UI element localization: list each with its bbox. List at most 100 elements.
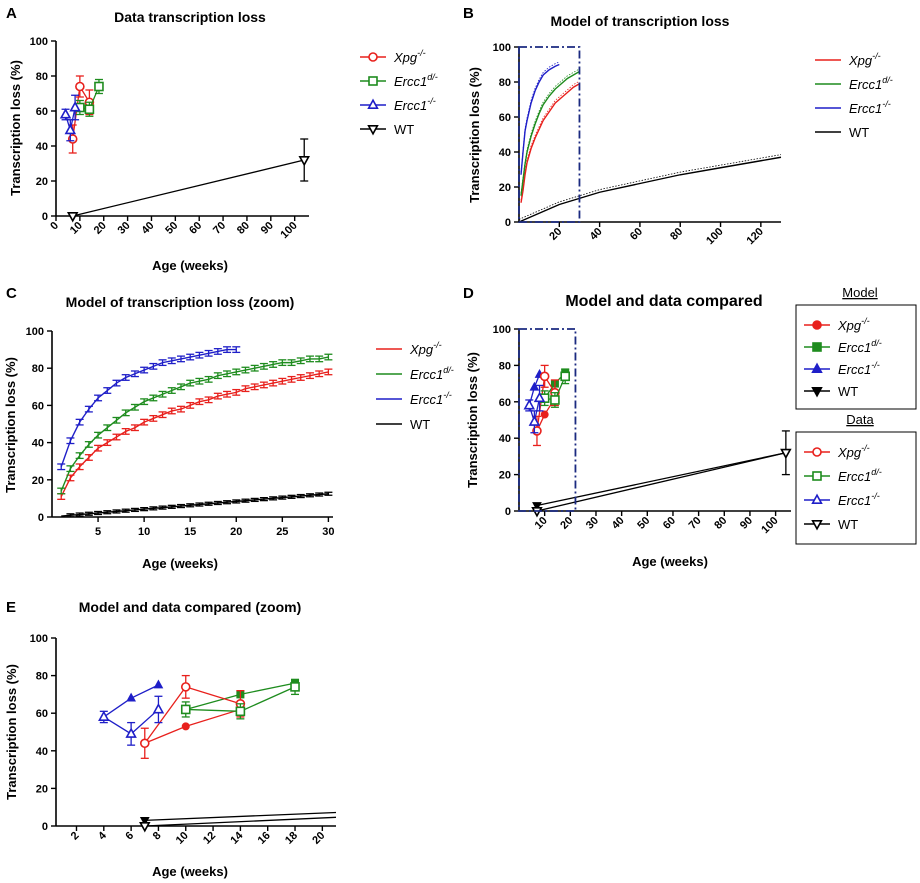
panel-a-x-tick-label: 40 (139, 220, 156, 237)
legend-data-title: Data (846, 412, 874, 427)
panel-c: C Model of transcription loss (zoom) Age… (3, 285, 454, 571)
panel-d-y-tick-label: 60 (499, 397, 511, 409)
panel-b-x-tick-label: 40 (588, 226, 605, 243)
legend-model-box (795, 304, 917, 410)
panel-c-y-tick-label: 60 (32, 400, 44, 412)
panel-label-c: C (6, 285, 17, 302)
panel-b-legend: Xpg-/- Ercc1d/- Ercc1-/- WT (815, 51, 893, 140)
panel-a-legend-marker-wt (367, 125, 379, 136)
panel-d-x-tick-label: 10 (533, 515, 550, 532)
series-line-wt (536, 452, 787, 512)
panel-c-xlabel: Age (weeks) (142, 556, 218, 571)
panel-c-legend-label-ercc1: Ercc1-/- (410, 390, 452, 407)
panel-e-x-tick-label: 4 (96, 829, 109, 842)
panel-c-y-tick-label: 40 (32, 438, 44, 450)
data-point-wt (298, 156, 310, 167)
data-point-ercc1d (550, 395, 560, 405)
data-point-ercc1 (98, 710, 110, 721)
panel-e-x-tick-label: 20 (310, 830, 327, 847)
panel-d-model-legend-marker-ercc1d (812, 342, 822, 352)
panel-d-x-tick-label: 60 (661, 515, 678, 532)
model-point-ercc1 (126, 692, 136, 702)
panel-a-x-tick-label: 50 (163, 220, 180, 237)
data-point-wt (139, 821, 151, 833)
panel-c-legend-label-xpg: Xpg-/- (409, 340, 442, 357)
panel-a-legend-marker-ercc1 (367, 98, 379, 109)
panel-d-x-tick-label: 80 (712, 515, 729, 532)
panel-e-y-tick-label: 0 (42, 821, 48, 833)
model-curve-wt (61, 493, 329, 517)
panel-d-data-legend-label-xpg: Xpg-/- (837, 443, 870, 460)
panel-d-model-legend-label-wt: WT (838, 384, 858, 399)
model-line-wt (144, 811, 336, 822)
panel-c-y-tick-label: 80 (32, 363, 44, 375)
data-point-ercc1 (533, 391, 546, 403)
panel-c-y-tick-label: 20 (32, 475, 44, 487)
panel-e-y-tick-label: 40 (36, 746, 48, 758)
panel-c-legend-label-wt: WT (410, 417, 430, 432)
panel-d-x-tick-label: 20 (558, 515, 575, 532)
data-point-ercc1d (180, 704, 191, 715)
panel-d-data-legend-marker-xpg (812, 447, 822, 457)
panel-c-plot: 0 20 40 60 80 100 5 10 15 20 25 30 (26, 326, 335, 538)
panel-c-y-tick-label: 100 (26, 326, 44, 338)
panel-e-title: Model and data compared (zoom) (79, 599, 301, 615)
panel-e-y-tick-label: 100 (30, 633, 48, 645)
panel-d-model-legend-marker-ercc1 (811, 362, 823, 374)
panel-a-legend-label-ercc1d: Ercc1d/- (394, 72, 438, 89)
panel-d-x-tick-label: 30 (584, 515, 601, 532)
panel-e-x-tick-label: 12 (201, 830, 218, 847)
data-point-ercc1 (152, 702, 165, 714)
panel-b: B Model of transcription loss Transcript… (463, 5, 893, 247)
data-point-ercc1d (290, 682, 300, 692)
panel-d-y-tick-label: 100 (493, 324, 511, 336)
panel-c-ylabel: Transcription loss (%) (3, 357, 18, 493)
panel-a-x-tick-label: 0 (48, 220, 61, 233)
panel-b-x-tick-label: 100 (704, 226, 725, 247)
data-point-wt (66, 212, 79, 223)
panel-d-data-legend-label-ercc1: Ercc1-/- (838, 491, 880, 508)
panel-a-legend-marker-xpg (368, 52, 378, 62)
panel-d-legend: Model Data Xpg-/- Ercc1d/- Ercc1-/- WT Xpg-/… (795, 285, 917, 545)
panel-label-d: D (463, 285, 474, 302)
panel-a-y-tick-label: 20 (36, 176, 48, 188)
data-point-ercc1 (528, 415, 541, 426)
panel-b-x-tick-label: 120 (745, 226, 766, 247)
panel-c-x-tick-label: 30 (322, 526, 334, 538)
panel-a-x-tick-label: 80 (235, 220, 252, 237)
panel-d-xlabel: Age (weeks) (632, 554, 708, 569)
panel-a-legend-label-xpg: Xpg-/- (393, 48, 426, 65)
zoom-box (518, 46, 581, 223)
data-point-ercc1d (560, 371, 570, 382)
panel-a-xlabel: Age (weeks) (152, 258, 228, 273)
model-line-xpg (144, 708, 241, 744)
panel-b-legend-label-xpg: Xpg-/- (848, 51, 881, 68)
data-point-xpg (180, 682, 191, 692)
panel-label-b: B (463, 5, 474, 22)
panel-b-legend-label-wt: WT (849, 125, 869, 140)
panel-c-x-tick-label: 10 (138, 526, 150, 538)
series-line-wt (72, 159, 305, 217)
panel-b-ylabel: Transcription loss (%) (467, 67, 482, 203)
legend-data-box (795, 431, 917, 545)
data-point-ercc1 (64, 123, 77, 135)
data-point-ercc1 (523, 398, 536, 410)
panel-a-ylabel: Transcription loss (%) (8, 60, 23, 196)
panel-d-data-legend-marker-wt (811, 519, 823, 531)
panel-b-legend-label-ercc1: Ercc1-/- (849, 99, 891, 116)
panel-d-x-tick-label: 50 (635, 515, 652, 532)
panel-a: A Data transcription loss Age (weeks) Tr… (6, 5, 438, 273)
panel-e-x-tick-label: 18 (283, 830, 300, 847)
panel-label-e: E (6, 599, 16, 616)
model-curve-wt (518, 156, 782, 223)
panel-b-title: Model of transcription loss (551, 13, 730, 29)
panel-c-x-tick-label: 25 (276, 526, 288, 538)
series-line-xpg (144, 686, 241, 744)
data-point-ercc1d (84, 104, 95, 115)
panel-b-y-tick-label: 0 (505, 217, 511, 229)
panel-e-ylabel: Transcription loss (%) (4, 664, 19, 800)
model-line-wt (536, 452, 787, 507)
panel-e-x-tick-label: 14 (228, 829, 246, 847)
model-curve-ercc1 (520, 63, 560, 175)
